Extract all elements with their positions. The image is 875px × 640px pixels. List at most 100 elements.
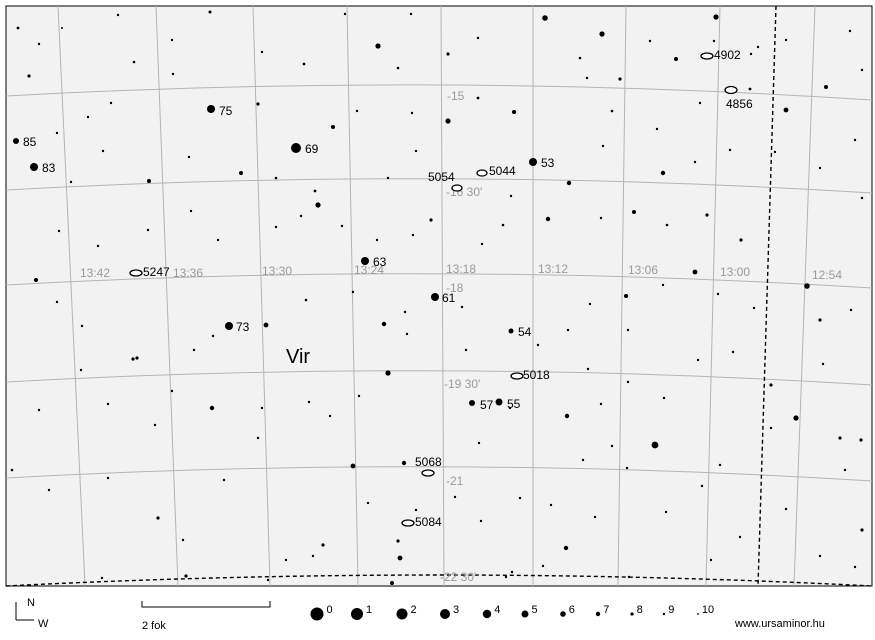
field-star: [80, 324, 84, 328]
field-star: [414, 508, 418, 512]
field-star: [716, 292, 720, 296]
field-star: [274, 176, 278, 180]
magnitude-dot: [351, 608, 363, 620]
galaxy-5054[interactable]: [451, 184, 463, 192]
ra-line-13-24: [440, 5, 445, 587]
field-star: [299, 214, 303, 218]
field-star: [156, 516, 160, 520]
field-star: [386, 176, 390, 180]
field-star: [187, 155, 191, 159]
galaxy-5018[interactable]: [510, 372, 524, 380]
magnitude-dot: [310, 607, 324, 621]
website-label: www.ursaminor.hu: [734, 618, 825, 630]
galaxy-label: 5044: [489, 164, 516, 178]
field-star: [541, 564, 545, 568]
galaxy-4902[interactable]: [700, 52, 714, 60]
field-star: [116, 13, 120, 17]
field-star: [315, 202, 321, 208]
field-star: [692, 269, 698, 275]
field-star: [397, 555, 403, 561]
star-73[interactable]: [225, 322, 233, 330]
field-star: [749, 52, 753, 56]
star-57[interactable]: [469, 400, 475, 406]
field-star: [859, 438, 863, 442]
magnitude-label: 10: [702, 604, 714, 616]
star-69[interactable]: [291, 143, 301, 153]
field-star: [585, 76, 589, 80]
star-55[interactable]: [495, 398, 503, 406]
field-star: [818, 318, 822, 322]
star-53[interactable]: [529, 158, 537, 166]
field-star: [593, 515, 597, 519]
field-star: [504, 575, 508, 579]
field-star: [477, 441, 481, 445]
ra-line-13-00: [793, 5, 816, 587]
galaxy-label: 5247: [143, 265, 170, 279]
field-star: [396, 66, 400, 70]
star-61[interactable]: [431, 293, 439, 301]
field-star: [331, 125, 335, 129]
field-star: [661, 283, 665, 287]
star-85[interactable]: [13, 138, 19, 144]
star-75[interactable]: [207, 105, 215, 113]
field-star: [773, 150, 777, 154]
magnitude-dot: [396, 608, 408, 620]
magnitude-dot: [662, 612, 666, 616]
field-star: [838, 436, 842, 440]
galaxy-5084[interactable]: [401, 519, 415, 527]
dec-label: -16 30': [446, 185, 482, 199]
ra-line-13-12: [617, 5, 627, 587]
ra-line-13-36: [252, 5, 271, 587]
star-63[interactable]: [361, 257, 369, 265]
galaxy-5044[interactable]: [476, 169, 488, 177]
star-54[interactable]: [508, 328, 514, 334]
galaxy-5247[interactable]: [129, 269, 143, 277]
ra-line-13-48: [57, 5, 86, 587]
field-star: [860, 528, 864, 532]
field-star: [578, 56, 582, 60]
field-star: [508, 406, 512, 410]
star-label: 61: [442, 291, 456, 305]
field-star: [599, 216, 603, 220]
galaxy-4856[interactable]: [724, 85, 738, 95]
star-label: 69: [305, 142, 319, 156]
field-star: [731, 350, 735, 354]
field-star: [351, 290, 355, 294]
field-star: [239, 171, 243, 175]
magnitude-label: 3: [453, 604, 459, 616]
field-star: [848, 29, 852, 33]
galaxy-label: 4902: [714, 48, 741, 62]
field-star: [509, 194, 513, 198]
ra-label: 13:18: [446, 262, 476, 276]
field-star: [627, 575, 631, 579]
field-star: [618, 77, 622, 81]
field-star: [69, 180, 73, 184]
field-star: [696, 358, 700, 362]
star-83[interactable]: [30, 163, 38, 171]
field-star: [542, 15, 548, 21]
field-star: [321, 543, 325, 547]
field-star: [181, 538, 185, 542]
field-star: [479, 519, 483, 523]
field-star: [184, 574, 188, 578]
field-star: [403, 310, 407, 314]
field-star: [610, 109, 614, 113]
field-star: [705, 213, 709, 217]
field-star: [566, 328, 570, 332]
field-star: [260, 50, 264, 54]
field-star: [660, 170, 666, 176]
field-star: [549, 503, 553, 507]
field-star: [662, 396, 666, 400]
galaxy-5068[interactable]: [421, 469, 435, 477]
field-star: [625, 466, 629, 470]
dec-label: -22 30': [440, 570, 476, 584]
field-star: [381, 321, 387, 327]
field-star: [410, 111, 414, 115]
map-panel: [5, 5, 873, 587]
field-star: [328, 414, 332, 418]
field-star: [256, 102, 260, 106]
dec-label: -21: [446, 474, 464, 488]
ra-label: 13:06: [628, 263, 658, 277]
field-star: [96, 244, 100, 248]
field-star: [752, 306, 756, 310]
